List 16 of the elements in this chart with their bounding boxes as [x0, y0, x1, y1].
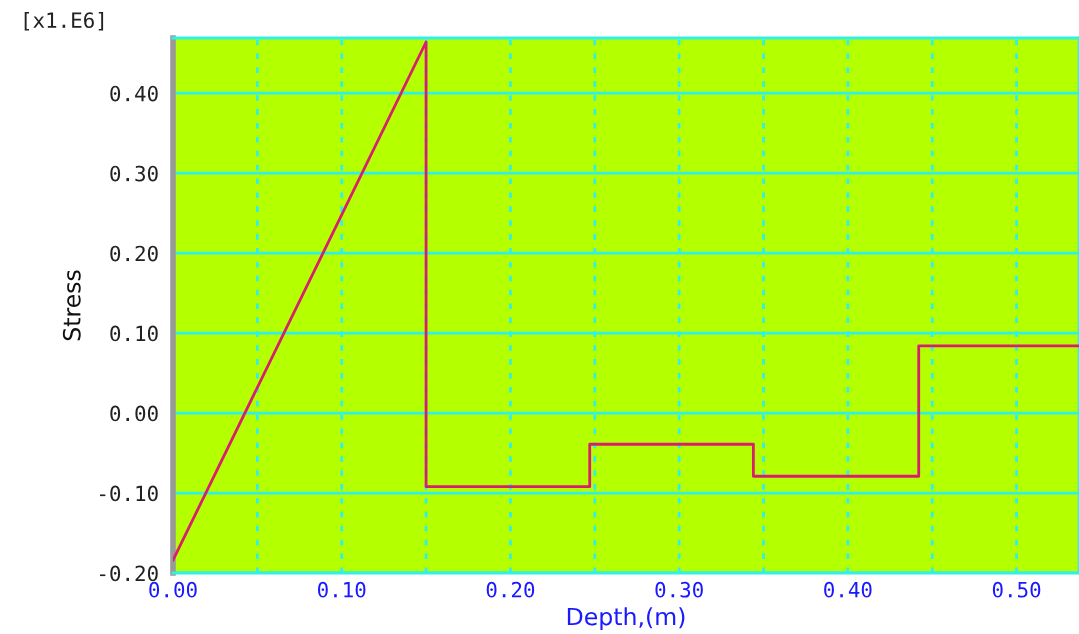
y-tick-label: 0.20 [110, 245, 158, 262]
x-axis-title: Depth,(m) [567, 607, 685, 631]
y-tick-label: 0.30 [110, 165, 158, 182]
x-tick-label: 0.30 [655, 581, 703, 598]
x-tick-label: 0.00 [149, 581, 197, 598]
y-tick-label: 0.10 [110, 325, 158, 342]
x-tick-label: 0.50 [992, 581, 1041, 598]
x-tick-label: 0.10 [317, 581, 366, 598]
y-tick-label: 0.00 [110, 405, 158, 422]
y-axis-title: Stress [62, 270, 81, 341]
y-tick-label: 0.40 [110, 85, 158, 102]
y-tick-label: -0.20 [100, 565, 158, 582]
text: [x1.E6] [24, 11, 104, 31]
x-tick-label: 0.20 [486, 581, 535, 598]
y-tick-label: -0.10 [100, 485, 158, 502]
x-tick-label: 0.40 [824, 581, 872, 598]
